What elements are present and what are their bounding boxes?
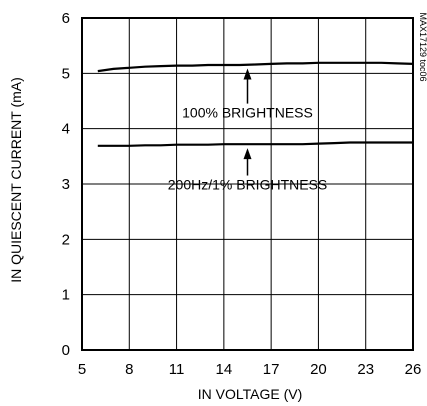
y-tick-labels: 0 1 2 3 4 5 6 <box>62 10 70 359</box>
y-tick-label: 2 <box>62 231 70 248</box>
y-tick-label: 6 <box>62 10 70 27</box>
annotation-arrowhead-1 <box>243 68 252 80</box>
annotation-label-1: 100% BRIGHTNESS <box>182 105 313 121</box>
y-tick-label: 5 <box>62 65 70 82</box>
y-axis-label: IN QUIESCENT CURRENT (mA) <box>8 77 24 283</box>
x-tick-labels: 5 8 11 14 17 20 23 26 <box>78 361 422 378</box>
annotations: 100% BRIGHTNESS 200Hz/1% BRIGHTNESS <box>168 68 328 193</box>
x-tick-label: 14 <box>216 361 233 378</box>
y-tick-label: 0 <box>62 342 70 359</box>
plot-frame <box>81 17 414 351</box>
series-line-2 <box>97 141 413 147</box>
x-tick-label: 11 <box>169 361 185 378</box>
x-tick-label: 17 <box>263 361 280 378</box>
x-tick-label: 26 <box>405 361 422 378</box>
grid <box>82 18 413 350</box>
series-lines <box>97 61 414 147</box>
annotation-arrowhead-2 <box>243 148 252 160</box>
x-tick-label: 20 <box>310 361 327 378</box>
x-axis-label: IN VOLTAGE (V) <box>198 386 303 402</box>
y-tick-label: 3 <box>62 176 70 193</box>
x-tick-label: 23 <box>357 361 374 378</box>
x-tick-label: 5 <box>78 361 86 378</box>
figure-id: MAX17129 toc06 <box>418 12 427 81</box>
series-line-1 <box>97 61 414 73</box>
x-tick-label: 8 <box>125 361 133 378</box>
annotation-label-2: 200Hz/1% BRIGHTNESS <box>168 177 328 193</box>
y-tick-label: 4 <box>62 121 70 138</box>
y-tick-label: 1 <box>62 287 70 304</box>
